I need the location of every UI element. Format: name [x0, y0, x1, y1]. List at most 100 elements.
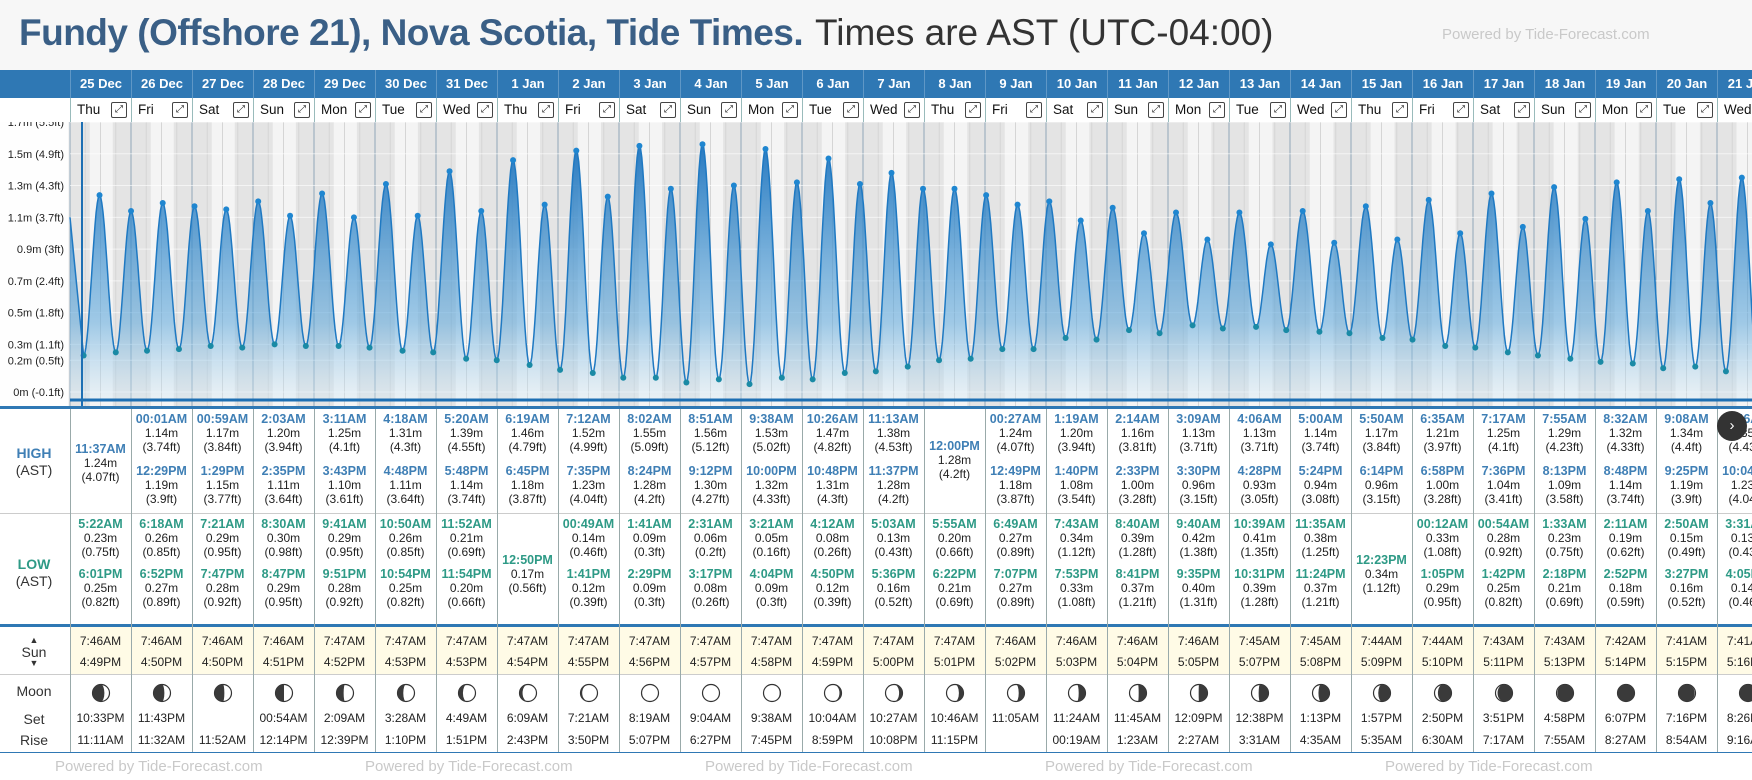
- scroll-handle[interactable]: ›: [1717, 411, 1747, 441]
- expand-day-icon[interactable]: ⤢: [355, 102, 371, 118]
- sunset-time: 5:00PM: [872, 655, 915, 669]
- high-tides-cell: 9:38AM 1.53m (5.02ft) 10:00PM 1.32m (4.33ft): [741, 412, 802, 516]
- low-tide-entry: 7:43AM 0.34m (1.12ft): [1046, 517, 1107, 559]
- expand-day-icon[interactable]: ⤢: [1697, 102, 1713, 118]
- date-cell: 26 Dec: [131, 70, 192, 98]
- low-tide-height-m: 0.21m: [1547, 581, 1582, 595]
- expand-day-icon[interactable]: ⤢: [1331, 102, 1347, 118]
- expand-day-icon[interactable]: ⤢: [538, 102, 554, 118]
- expand-day-icon[interactable]: ⤢: [1392, 102, 1408, 118]
- high-tide-entry: 1:40PM 1.08m (3.54ft): [1046, 464, 1107, 506]
- high-tide-entry: 3:11AM 1.25m (4.1ft): [314, 412, 375, 454]
- high-tide-point: [159, 200, 166, 207]
- expand-day-icon[interactable]: ⤢: [1575, 102, 1591, 118]
- high-tide-time: 10:00PM: [746, 464, 797, 478]
- low-tide-height-m: 0.09m: [754, 581, 789, 595]
- low-tide-height-m: 0.27m: [144, 581, 179, 595]
- date-cell: 3 Jan: [619, 70, 680, 98]
- high-tide-height-m: 1.24m: [83, 456, 118, 470]
- low-tide-entry: 6:52PM 0.27m (0.89ft): [131, 567, 192, 609]
- expand-day-icon[interactable]: ⤢: [904, 102, 920, 118]
- expand-day-icon[interactable]: ⤢: [294, 102, 310, 118]
- low-tides-cell: 9:41AM 0.29m (0.95ft) 9:51PM 0.28m (0.92ft): [314, 517, 375, 623]
- weekday-cell: Tue ⤢: [802, 98, 863, 122]
- expand-day-icon[interactable]: ⤢: [660, 102, 676, 118]
- low-tide-point: [1629, 360, 1636, 367]
- expand-day-icon[interactable]: ⤢: [416, 102, 432, 118]
- expand-day-icon[interactable]: ⤢: [233, 102, 249, 118]
- high-tide-time: 8:24PM: [627, 464, 672, 478]
- expand-day-icon[interactable]: ⤢: [965, 102, 981, 118]
- expand-day-icon[interactable]: ⤢: [1026, 102, 1042, 118]
- high-tide-point: [1676, 176, 1683, 183]
- sunset-time: 4:59PM: [811, 655, 854, 669]
- expand-day-icon[interactable]: ⤢: [111, 102, 127, 118]
- high-tide-height-m: 1.20m: [266, 426, 301, 440]
- high-label-tz: (AST): [15, 462, 53, 478]
- low-tide-time: 9:51PM: [322, 567, 367, 581]
- expand-day-icon[interactable]: ⤢: [1514, 102, 1530, 118]
- sunrise-time: 7:47AM: [445, 634, 488, 648]
- expand-day-icon[interactable]: ⤢: [599, 102, 615, 118]
- moon-rise-label: Rise: [19, 732, 48, 748]
- expand-day-icon[interactable]: ⤢: [1636, 102, 1652, 118]
- moon-set-time: 11:45AM: [1113, 711, 1162, 725]
- expand-day-icon[interactable]: ⤢: [1270, 102, 1286, 118]
- high-tide-height-m: 1.32m: [1608, 426, 1643, 440]
- column-divider: [70, 409, 71, 752]
- high-tide-point: [825, 155, 832, 162]
- low-tide-time: 6:22PM: [932, 567, 977, 581]
- expand-day-icon[interactable]: ⤢: [1209, 102, 1225, 118]
- weekday-cell: Sat ⤢: [192, 98, 253, 122]
- low-tide-time: 4:04PM: [749, 567, 794, 581]
- low-tides-cell: 11:35AM 0.38m (1.25ft) 11:24PM 0.37m (1.21ft): [1290, 517, 1351, 623]
- sunset-time: 5:01PM: [933, 655, 976, 669]
- moon-rise-time: 8:27AM: [1604, 733, 1647, 747]
- high-tide-height-m: 1.04m: [1486, 478, 1521, 492]
- high-tide-point: [414, 212, 421, 219]
- expand-day-icon[interactable]: ⤢: [172, 102, 188, 118]
- moon-phase-icon: [1494, 683, 1513, 703]
- high-tide-time: 12:49PM: [990, 464, 1041, 478]
- expand-day-icon[interactable]: ⤢: [1453, 102, 1469, 118]
- date-cell: 8 Jan: [924, 70, 985, 98]
- low-tide-height-ft: (0.95ft): [325, 545, 364, 559]
- expand-day-icon[interactable]: ⤢: [1087, 102, 1103, 118]
- high-tide-point: [446, 168, 453, 175]
- y-axis-background: [0, 122, 68, 406]
- moon-set-time: 9:04AM: [689, 711, 732, 725]
- high-tide-height-m: 1.55m: [632, 426, 667, 440]
- date-cell: 21 Jan: [1717, 70, 1752, 98]
- expand-day-icon[interactable]: ⤢: [477, 102, 493, 118]
- sunrise-time: 7:41AM: [1665, 634, 1708, 648]
- low-tide-entry: 2:11AM 0.19m (0.62ft): [1595, 517, 1656, 559]
- high-tide-height-m: 1.15m: [205, 478, 240, 492]
- high-tide-entry: 8:24PM 1.28m (4.2ft): [619, 464, 680, 506]
- low-tide-point: [1030, 346, 1037, 353]
- moon-phase-icon: [457, 683, 476, 703]
- low-tide-point: [493, 357, 500, 364]
- high-tide-height-m: 1.14m: [449, 478, 484, 492]
- low-tide-point: [302, 342, 309, 349]
- high-tide-height-m: 1.32m: [754, 478, 789, 492]
- low-tide-time: 7:07PM: [993, 567, 1038, 581]
- weekday-cell: Fri ⤢: [131, 98, 192, 122]
- high-label: HIGH (AST): [0, 445, 68, 479]
- high-tide-point: [1488, 190, 1495, 197]
- low-tide-time: 4:12AM: [810, 517, 855, 531]
- expand-day-icon[interactable]: ⤢: [1148, 102, 1164, 118]
- low-tide-point: [1597, 358, 1604, 365]
- expand-day-icon[interactable]: ⤢: [843, 102, 859, 118]
- low-tide-entry: 9:51PM 0.28m (0.92ft): [314, 567, 375, 609]
- high-tide-entry: 5:24PM 0.94m (3.08ft): [1290, 464, 1351, 506]
- low-tide-entry: 2:31AM 0.06m (0.2ft): [680, 517, 741, 559]
- high-tide-height-m: 1.52m: [571, 426, 606, 440]
- expand-day-icon[interactable]: ⤢: [782, 102, 798, 118]
- low-tide-height-m: 0.18m: [1608, 581, 1643, 595]
- high-tide-point: [951, 185, 958, 192]
- low-tide-point: [1093, 336, 1100, 343]
- expand-day-icon[interactable]: ⤢: [721, 102, 737, 118]
- low-tide-height-ft: (0.46ft): [1728, 595, 1752, 609]
- date-cell: 12 Jan: [1168, 70, 1229, 98]
